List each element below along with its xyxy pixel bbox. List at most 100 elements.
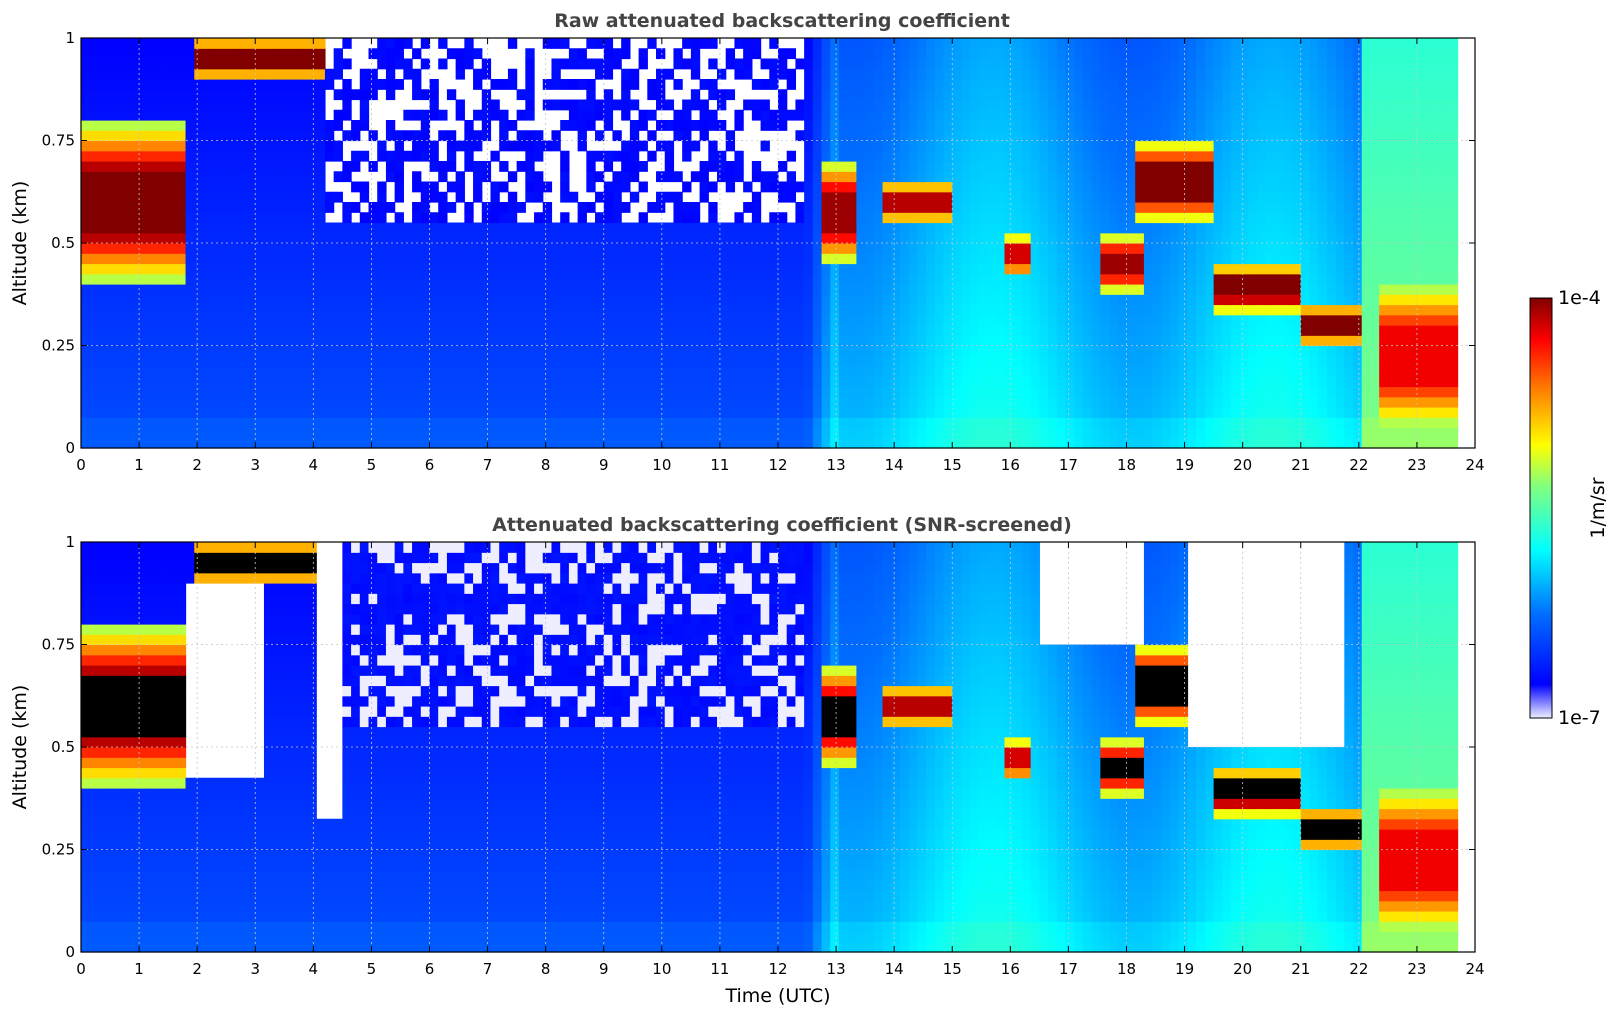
heat-cell: [908, 79, 918, 90]
heat-cell: [255, 386, 265, 398]
heat-cell: [202, 48, 213, 60]
heat-cell: [1074, 181, 1084, 193]
heat-cell: [734, 171, 744, 183]
heat-cell: [1004, 427, 1014, 439]
heat-cell: [734, 325, 744, 336]
heat-cell: [429, 437, 439, 449]
heat-cell: [81, 212, 91, 224]
heat-cell: [838, 273, 849, 285]
heat-cell: [290, 386, 300, 398]
heat-cell: [420, 202, 431, 213]
heat-cell: [969, 417, 979, 429]
heat-cell: [481, 171, 492, 183]
heat-cell: [969, 407, 979, 418]
heat-cell: [263, 386, 274, 398]
heat-cell: [176, 232, 187, 244]
heat-cell: [1170, 407, 1180, 418]
heat-cell: [1135, 263, 1145, 275]
heat-cell: [969, 263, 979, 275]
heat-cell: [551, 68, 561, 80]
heat-cell: [368, 222, 378, 234]
heat-cell: [385, 89, 396, 101]
heat-cell: [717, 120, 727, 131]
heat-cell: [176, 38, 187, 49]
heat-cell: [507, 68, 518, 80]
heat-cell: [438, 130, 448, 142]
heat-cell: [351, 89, 361, 101]
heat-cell: [438, 396, 448, 408]
heat-cell: [751, 335, 762, 347]
heat-cell: [1091, 38, 1101, 49]
heat-cell: [673, 58, 683, 70]
heat-cell: [917, 427, 927, 439]
heat-cell: [333, 284, 343, 295]
heat-cell: [560, 366, 570, 377]
heat-cell: [891, 89, 901, 101]
heat-cell: [525, 68, 535, 80]
heat-cell: [612, 396, 622, 408]
heat-cell: [89, 222, 100, 234]
heat-cell: [1074, 38, 1084, 49]
heat-cell: [316, 140, 326, 152]
heat-cell: [237, 284, 248, 295]
heat-cell: [507, 191, 518, 203]
heat-cell: [891, 386, 901, 398]
heat-cell: [830, 232, 840, 244]
heat-cell: [908, 58, 918, 70]
heat-cell: [211, 263, 221, 275]
heat-cell: [743, 263, 753, 275]
heat-cell: [473, 243, 483, 254]
heat-cell: [159, 263, 169, 275]
heat-cell: [490, 109, 500, 121]
heat-cell: [629, 130, 640, 142]
heat-cell: [995, 222, 1006, 234]
heat-cell: [133, 284, 143, 295]
heat-cell: [490, 202, 500, 213]
heat-cell: [1231, 120, 1241, 131]
heat-cell: [603, 314, 614, 326]
heat-cell: [812, 120, 823, 131]
heat-cell: [1021, 335, 1032, 347]
heat-cell: [760, 355, 770, 367]
heat-cell: [795, 345, 805, 357]
heat-cell: [856, 212, 866, 224]
heat-cell: [952, 89, 962, 101]
heat-cell: [969, 253, 979, 265]
heat-cell: [1265, 396, 1276, 408]
heat-cell: [830, 202, 840, 213]
heat-cell: [263, 304, 274, 316]
heat-cell: [1117, 263, 1128, 275]
heat-cell: [1021, 161, 1032, 172]
heat-cell: [638, 253, 648, 265]
heat-cell: [717, 427, 727, 439]
heat-cell: [420, 427, 431, 439]
heat-cell: [351, 150, 361, 162]
heat-cell: [272, 263, 282, 275]
heat-cell: [673, 386, 683, 398]
heat-cell: [1030, 386, 1040, 398]
heat-cell: [960, 437, 971, 449]
heat-cell: [647, 417, 657, 429]
heat-cell: [220, 202, 230, 213]
heat-cell: [856, 273, 866, 285]
heat-cell: [873, 396, 884, 408]
heat-cell: [98, 253, 108, 265]
heat-cell: [281, 202, 291, 213]
heat-cell: [943, 407, 953, 418]
heat-cell: [412, 427, 422, 439]
heat-cell: [516, 222, 526, 234]
heat-cell: [464, 48, 474, 60]
heat-cell: [81, 437, 91, 449]
heat-cell: [412, 304, 422, 316]
heat-cell: [307, 130, 317, 142]
heat-cell: [629, 253, 640, 265]
heat-cell: [1213, 243, 1223, 254]
heat-cell: [115, 191, 126, 203]
heat-cell: [795, 314, 805, 326]
heat-cell: [1178, 109, 1189, 121]
heat-cell: [1039, 273, 1049, 285]
heat-cell: [185, 140, 195, 152]
heat-cell: [891, 304, 901, 316]
heat-cell: [290, 345, 300, 357]
heat-cell: [1048, 58, 1058, 70]
